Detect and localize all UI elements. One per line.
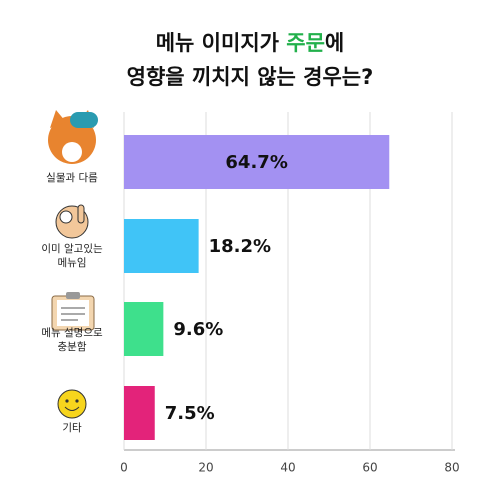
icon-cat	[48, 110, 98, 164]
bar	[124, 386, 155, 440]
value-label: 7.5%	[165, 403, 215, 424]
x-tick-label: 20	[198, 461, 213, 475]
chart-title: 영향을 끼치지 않는 경우는?	[127, 65, 374, 89]
category-label: 실물과 다름	[46, 172, 98, 184]
category-label: 메뉴 설명으로 충분함	[41, 327, 103, 353]
value-label: 64.7%	[225, 152, 287, 173]
bar	[124, 135, 390, 189]
x-tick-label: 80	[444, 461, 459, 475]
chart-title: 메뉴 이미지가 주문에	[156, 31, 345, 55]
bar	[124, 302, 164, 356]
icon-ok-hand	[55, 204, 89, 239]
x-tick-label: 40	[280, 461, 295, 475]
bar	[124, 219, 199, 273]
category-label: 이미 알고있는 메뉴임	[41, 243, 103, 269]
value-label: 18.2%	[209, 236, 271, 257]
icon-smile	[57, 389, 87, 419]
value-label: 9.6%	[173, 319, 223, 340]
category-label: 기타	[62, 422, 82, 434]
title-highlight: 주문	[286, 31, 325, 55]
x-tick-label: 60	[362, 461, 377, 475]
title-part: 메뉴 이미지가	[156, 31, 287, 55]
title-part: 에	[325, 31, 344, 55]
x-tick-label: 0	[120, 461, 128, 475]
icon-clipboard	[51, 292, 95, 331]
